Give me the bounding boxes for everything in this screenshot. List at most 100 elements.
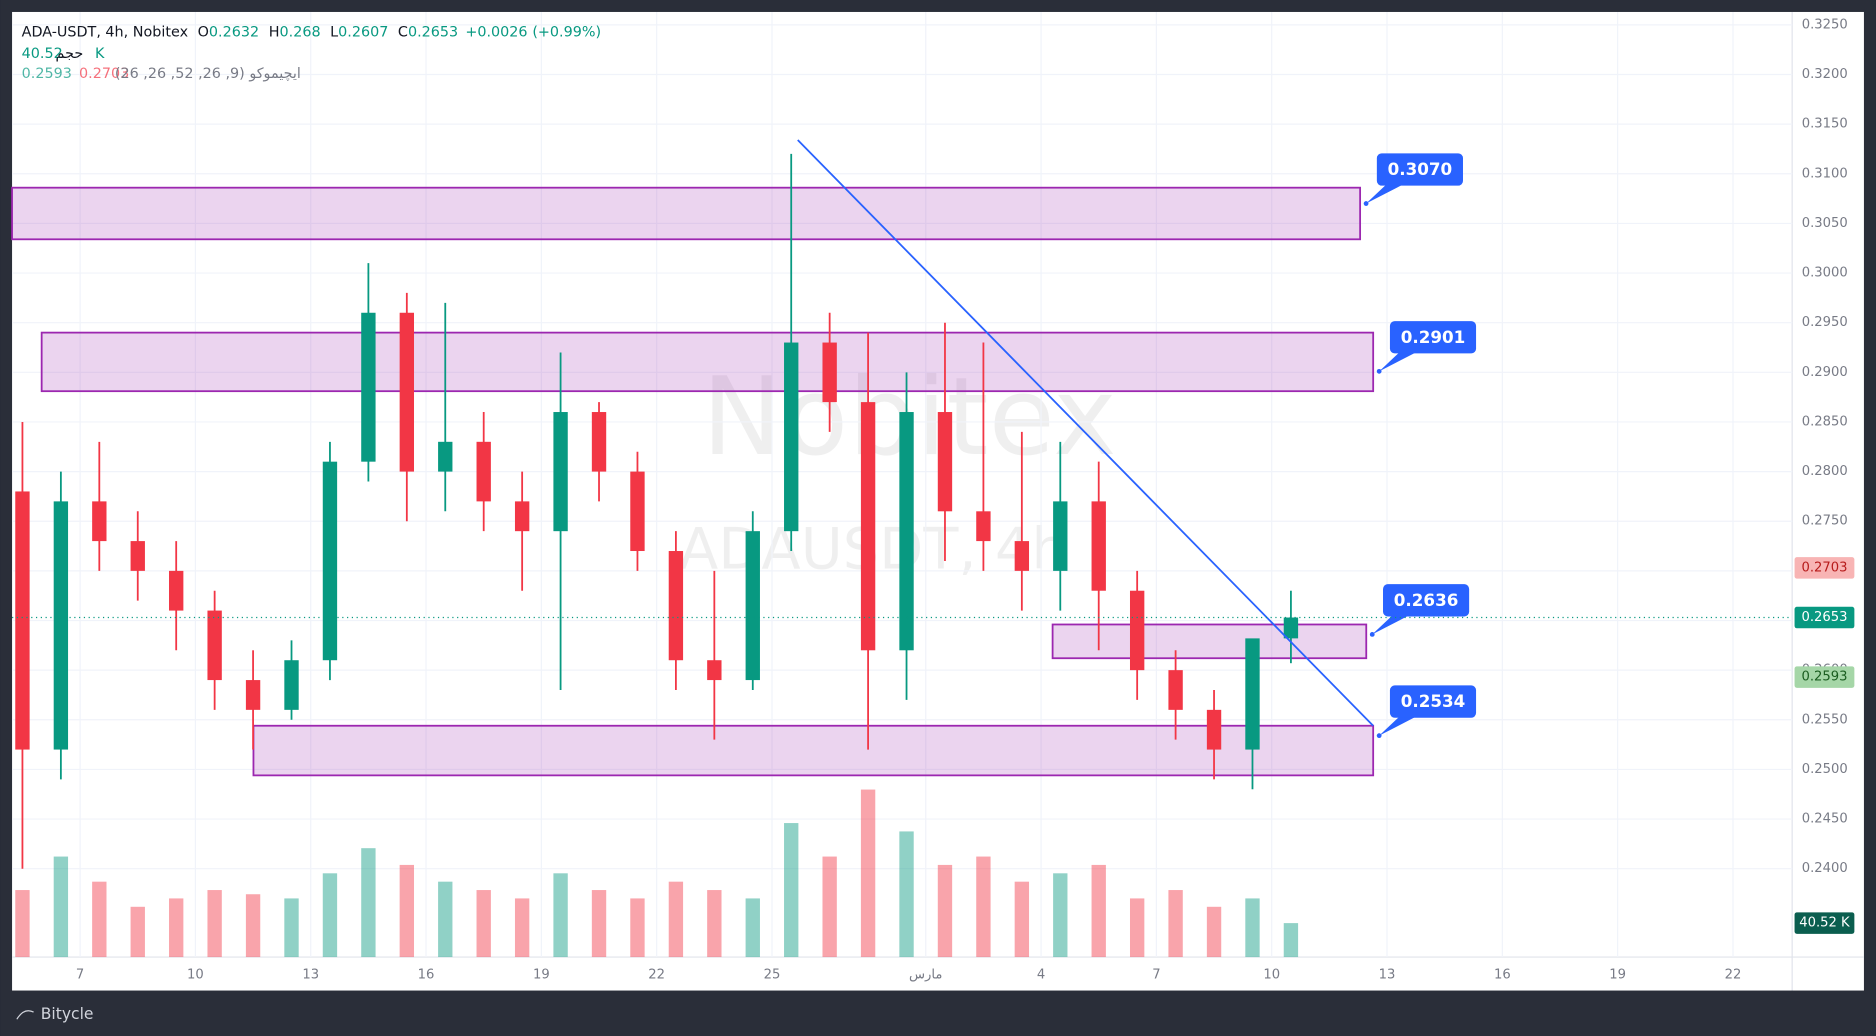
ohlc-key: H (269, 24, 280, 40)
callout-pointer (1379, 716, 1417, 736)
ohlc-value: 0.2607 (338, 24, 388, 40)
volume-bar (1129, 898, 1145, 958)
volume-bar (668, 881, 684, 958)
footer-logo (16, 1010, 34, 1020)
volume-bar (1245, 898, 1260, 958)
volume-bar (553, 873, 568, 958)
change: +0.0026 (465, 24, 527, 40)
volume-bar (1168, 890, 1183, 958)
candle-body (438, 441, 453, 472)
y-tick-label: 0.2950 (1802, 315, 1848, 330)
callout-dot (1363, 201, 1369, 206)
callout-label: 0.2534 (1401, 691, 1466, 711)
callout-box (1383, 584, 1470, 617)
volume-bar (245, 894, 261, 958)
y-tick-label: 0.3000 (1802, 266, 1848, 281)
x-tick-label: 13 (302, 967, 319, 982)
volume-bar (322, 873, 338, 958)
x-tick-label: 10 (187, 967, 204, 982)
candle-body (207, 610, 222, 681)
candle-body (169, 570, 184, 611)
y-tick-label: 0.2800 (1802, 464, 1848, 479)
callout-dot (1376, 733, 1382, 739)
y-tick-label: 0.2750 (1802, 514, 1848, 529)
legend-indicator: ایچیموکو (9, 26, 52, 26, 26) 0.2593 0.2703 (22, 66, 301, 82)
candle-body (322, 461, 338, 661)
footer-brand: Bitycle (41, 1005, 94, 1023)
callout-pointer (1366, 184, 1404, 204)
candle-body (553, 412, 568, 532)
candle-body (1283, 617, 1299, 639)
volume-bar (207, 890, 222, 958)
volume-tag-label: 40.52 K (1799, 916, 1850, 931)
candle-body (937, 412, 953, 512)
y-tick-label: 0.3050 (1802, 216, 1848, 231)
indicator-value: 0.2593 (22, 66, 72, 82)
candle-body (899, 412, 914, 651)
candle-body (1168, 670, 1183, 710)
candle-body (1245, 638, 1260, 750)
indicator-name: ایچیموکو (9, 26, 52, 26, 26) (115, 66, 301, 82)
candle-body (1206, 709, 1222, 750)
y-tick-label: 0.2850 (1802, 414, 1848, 429)
indicator-tag (1794, 557, 1855, 579)
volume-bar (476, 890, 491, 958)
volume-bar (1014, 881, 1030, 958)
candle-body (1129, 590, 1145, 671)
legend-header: ADA-USDT, 4h, Nobitex O0.2632 H0.268 L0.260… (22, 24, 601, 40)
last-price-tag-label: 0.2653 (1801, 610, 1847, 625)
callout-label: 0.2901 (1401, 327, 1466, 347)
candle-body (976, 511, 991, 542)
zone (40, 331, 1375, 393)
candle-body (15, 491, 30, 750)
y-tick-label: 0.2400 (1802, 861, 1848, 876)
x-tick-label: 22 (1725, 967, 1742, 982)
legend-volume: حجم40.52 K (22, 46, 105, 62)
y-tick-label: 0.3150 (1802, 117, 1848, 132)
volume-bar (438, 881, 453, 958)
volume-bar (92, 881, 107, 958)
indicator-tag-label: 0.2703 (1801, 560, 1847, 575)
volume-bar (1091, 864, 1106, 958)
indicator-tag-label: 0.2593 (1801, 670, 1847, 685)
callout-dot (1369, 632, 1375, 637)
candle-body (130, 541, 145, 571)
y-tick-label: 0.2500 (1802, 762, 1848, 777)
candle-body (591, 412, 607, 472)
volume-bar (15, 890, 30, 958)
volume-bar (514, 898, 530, 958)
x-tick-label: 19 (1609, 967, 1626, 982)
volume-bar (399, 864, 415, 958)
indicator-value: 0.2703 (79, 66, 129, 82)
ohlc-value: 0.268 (280, 24, 321, 40)
volume-bar (860, 789, 876, 958)
change-pct: (+0.99%) (532, 24, 601, 40)
y-tick-label: 0.2450 (1802, 812, 1848, 827)
candle-body (361, 312, 376, 462)
x-tick-label: 7 (76, 967, 84, 982)
candle-body (822, 342, 837, 403)
volume-bar (169, 898, 184, 958)
volume-bar (630, 898, 645, 958)
volume-bar (822, 856, 837, 958)
y-tick-label: 0.2550 (1802, 712, 1848, 727)
volume-tag (1794, 912, 1855, 934)
y-tick-label: 0.3200 (1802, 67, 1848, 82)
candle-body (476, 441, 491, 502)
last-price-tag (1794, 606, 1855, 629)
ohlc-key: C (398, 24, 408, 40)
candle-body (668, 551, 684, 661)
candle-body (53, 501, 69, 750)
x-tick-label: 7 (1152, 967, 1160, 982)
x-tick-label: 16 (418, 967, 435, 982)
x-tick-label: 25 (764, 967, 781, 982)
candle-body (784, 342, 799, 532)
trendline (797, 139, 1374, 727)
volume-bar (591, 890, 607, 958)
candle-body (707, 660, 722, 681)
x-tick-label: 22 (648, 967, 665, 982)
x-tick-label: 4 (1037, 967, 1045, 982)
callout-label: 0.3070 (1388, 159, 1453, 179)
candle-body (92, 501, 107, 542)
